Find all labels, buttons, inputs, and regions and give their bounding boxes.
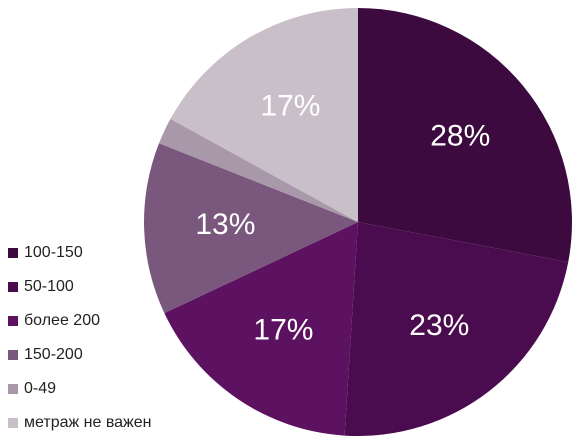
legend-swatch: [8, 384, 18, 394]
legend-swatch: [8, 316, 18, 326]
pie-slice: [170, 8, 358, 222]
pie-slice: [164, 222, 358, 436]
legend-label: метраж не важен: [24, 414, 151, 431]
legend-label: 50-100: [24, 278, 74, 295]
slice-label: 17%: [260, 90, 320, 123]
legend-swatch: [8, 350, 18, 360]
legend-swatch: [8, 248, 18, 258]
legend-label: более 200: [24, 312, 100, 329]
legend-label: 100-150: [24, 244, 83, 261]
slice-label: 28%: [430, 119, 490, 152]
slice-label: 23%: [409, 309, 469, 342]
pie-slice: [344, 222, 569, 436]
pie-slice: [358, 8, 572, 263]
legend-label: 150-200: [24, 346, 83, 363]
legend-swatch: [8, 418, 18, 428]
pie-slice: [159, 118, 358, 222]
slice-label: 13%: [195, 208, 255, 241]
slice-label: 17%: [253, 314, 313, 347]
legend-label: 0-49: [24, 380, 56, 397]
legend-swatch: [8, 282, 18, 292]
pie-slice: [143, 143, 358, 314]
